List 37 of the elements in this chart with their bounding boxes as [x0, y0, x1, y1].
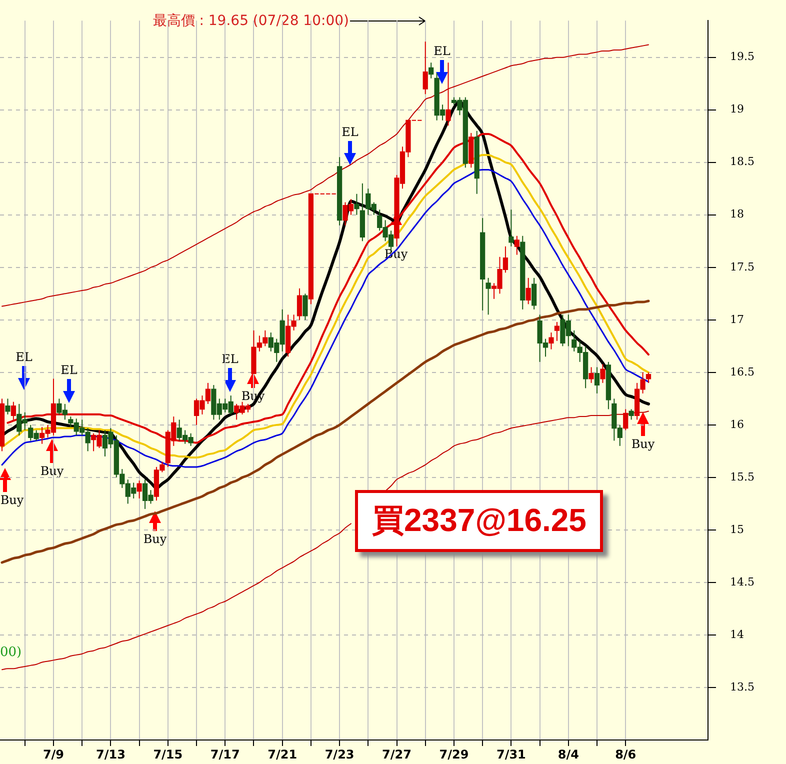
y-tick-label: 15.5 [730, 470, 754, 484]
annotation: Buy [143, 532, 167, 546]
x-tick-label: 7/21 [268, 747, 298, 762]
x-tick-label: 7/13 [96, 747, 126, 762]
annotation: Buy [631, 437, 655, 451]
x-tick-label: 7/27 [382, 747, 412, 762]
annotation: 00) [0, 645, 22, 660]
annotation: EL [222, 352, 238, 366]
x-tick-label: 7/9 [42, 747, 64, 762]
x-tick-label: 8/6 [615, 747, 636, 762]
y-tick-label: 13.5 [730, 680, 754, 694]
y-tick-label: 18.5 [730, 155, 754, 168]
y-tick-label: 16 [730, 418, 744, 431]
annotation: EL [16, 350, 32, 364]
annotation: EL [434, 44, 450, 58]
annotation: 最高價 : 19.65 (07/28 10:00) [152, 12, 349, 30]
annotation: EL [342, 125, 358, 139]
y-tick-label: 18 [730, 208, 744, 221]
y-tick-label: 19.5 [730, 50, 754, 64]
line-series [2, 44, 649, 307]
annotation: EL [60, 363, 78, 377]
x-tick-label: 7/31 [496, 747, 526, 762]
y-tick-label: 19 [730, 102, 744, 116]
y-tick-label: 14 [730, 628, 744, 641]
y-tick-label: 16.5 [730, 365, 754, 378]
x-tick-label: 7/17 [210, 747, 240, 762]
annotation: Buy [0, 493, 24, 507]
y-tick-label: 17.5 [730, 260, 754, 274]
x-tick-label: 8/4 [558, 747, 579, 762]
y-tick-label: 14.5 [730, 575, 754, 588]
x-tick-label: 7/23 [324, 747, 354, 762]
y-tick-label: 15 [730, 522, 744, 536]
annotation: Buy [40, 464, 64, 478]
annotation: 買2337@16.25 [355, 490, 604, 552]
x-tick-label: 7/29 [439, 747, 469, 762]
y-tick-label: 17 [730, 312, 744, 326]
x-tick-label: 7/15 [153, 747, 183, 762]
